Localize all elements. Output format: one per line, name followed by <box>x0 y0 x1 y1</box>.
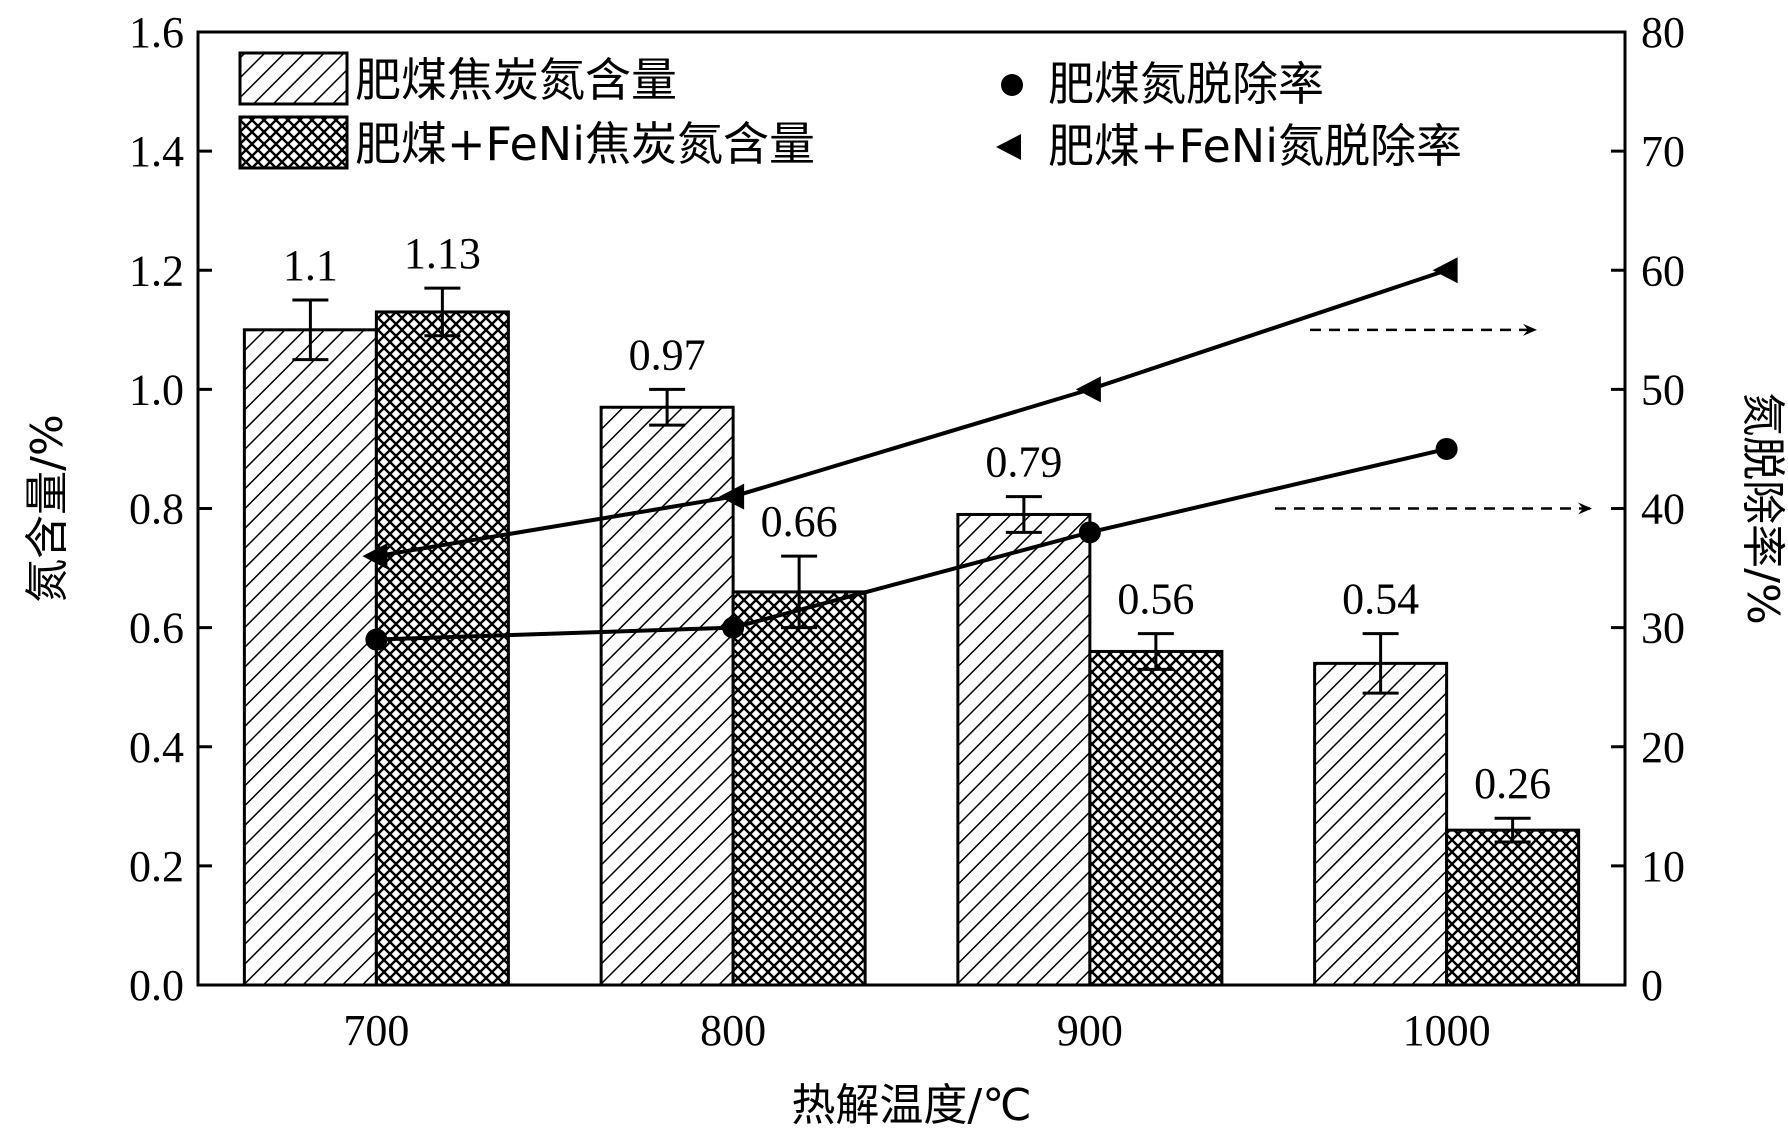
series-line <box>376 268 1448 559</box>
line-point <box>1078 521 1101 544</box>
left-tick-label: 1.0 <box>129 365 184 414</box>
line-point <box>719 483 745 510</box>
right-tick-label: 60 <box>1641 246 1685 295</box>
x-tick-label: 1000 <box>1403 1006 1491 1055</box>
legend-marker <box>1001 74 1023 96</box>
y-axis-left-title: 氮含量/% <box>22 414 73 603</box>
right-tick-label: 50 <box>1641 365 1685 414</box>
series-line <box>376 446 1448 642</box>
bar <box>374 310 510 987</box>
left-tick-label: 0.4 <box>129 723 184 772</box>
bar-value-label: 0.26 <box>1474 759 1551 808</box>
legend-label: 肥煤氮脱除率 <box>1048 57 1324 111</box>
y-axis-right-title: 氮脱除率/% <box>1737 392 1788 625</box>
left-tick-label: 1.6 <box>129 8 184 57</box>
bar-value-label: 0.97 <box>629 330 706 379</box>
right-tick-label: 10 <box>1641 842 1685 891</box>
bar-value-label: 0.66 <box>761 497 838 546</box>
left-tick-label: 0.6 <box>129 604 184 653</box>
bar <box>1445 828 1581 987</box>
line-point <box>1435 437 1458 460</box>
bar <box>956 512 1092 987</box>
line-point <box>1075 376 1101 403</box>
legend-swatch <box>238 51 349 106</box>
left-tick-label: 1.4 <box>129 127 184 176</box>
line-point <box>1432 257 1458 284</box>
legend-marker <box>996 134 1021 160</box>
bar <box>1313 661 1449 987</box>
x-tick-label: 800 <box>700 1006 766 1055</box>
bar <box>599 405 735 987</box>
left-tick-label: 0.8 <box>129 485 184 534</box>
right-tick-label: 30 <box>1641 604 1685 653</box>
left-tick-label: 1.2 <box>129 246 184 295</box>
bar-value-label: 0.56 <box>1117 575 1194 624</box>
legend-swatch <box>238 115 349 170</box>
bar-value-label: 0.79 <box>985 438 1062 487</box>
x-tick-label: 900 <box>1057 1006 1123 1055</box>
left-tick-label: 0.2 <box>129 842 184 891</box>
bar-value-label: 0.54 <box>1342 575 1419 624</box>
bar <box>242 328 378 987</box>
x-tick-label: 700 <box>343 1006 409 1055</box>
line-point <box>365 628 388 651</box>
bar <box>731 590 867 987</box>
x-axis-title: 热解温度/℃ <box>791 1080 1031 1131</box>
line-point <box>722 616 745 639</box>
line-point <box>362 543 388 570</box>
bar <box>1088 649 1224 987</box>
right-tick-label: 80 <box>1641 8 1685 57</box>
right-tick-label: 40 <box>1641 485 1685 534</box>
right-tick-label: 0 <box>1641 961 1663 1010</box>
bar-value-label: 1.13 <box>404 229 481 278</box>
bar-value-label: 1.1 <box>283 241 338 290</box>
legend-label: 肥煤+FeNi氮脱除率 <box>1048 119 1462 173</box>
legend-label: 肥煤+FeNi焦炭氮含量 <box>355 117 815 171</box>
legend-label: 肥煤焦炭氮含量 <box>355 53 677 107</box>
right-tick-label: 20 <box>1641 723 1685 772</box>
right-tick-label: 70 <box>1641 127 1685 176</box>
left-tick-label: 0.0 <box>129 961 184 1010</box>
